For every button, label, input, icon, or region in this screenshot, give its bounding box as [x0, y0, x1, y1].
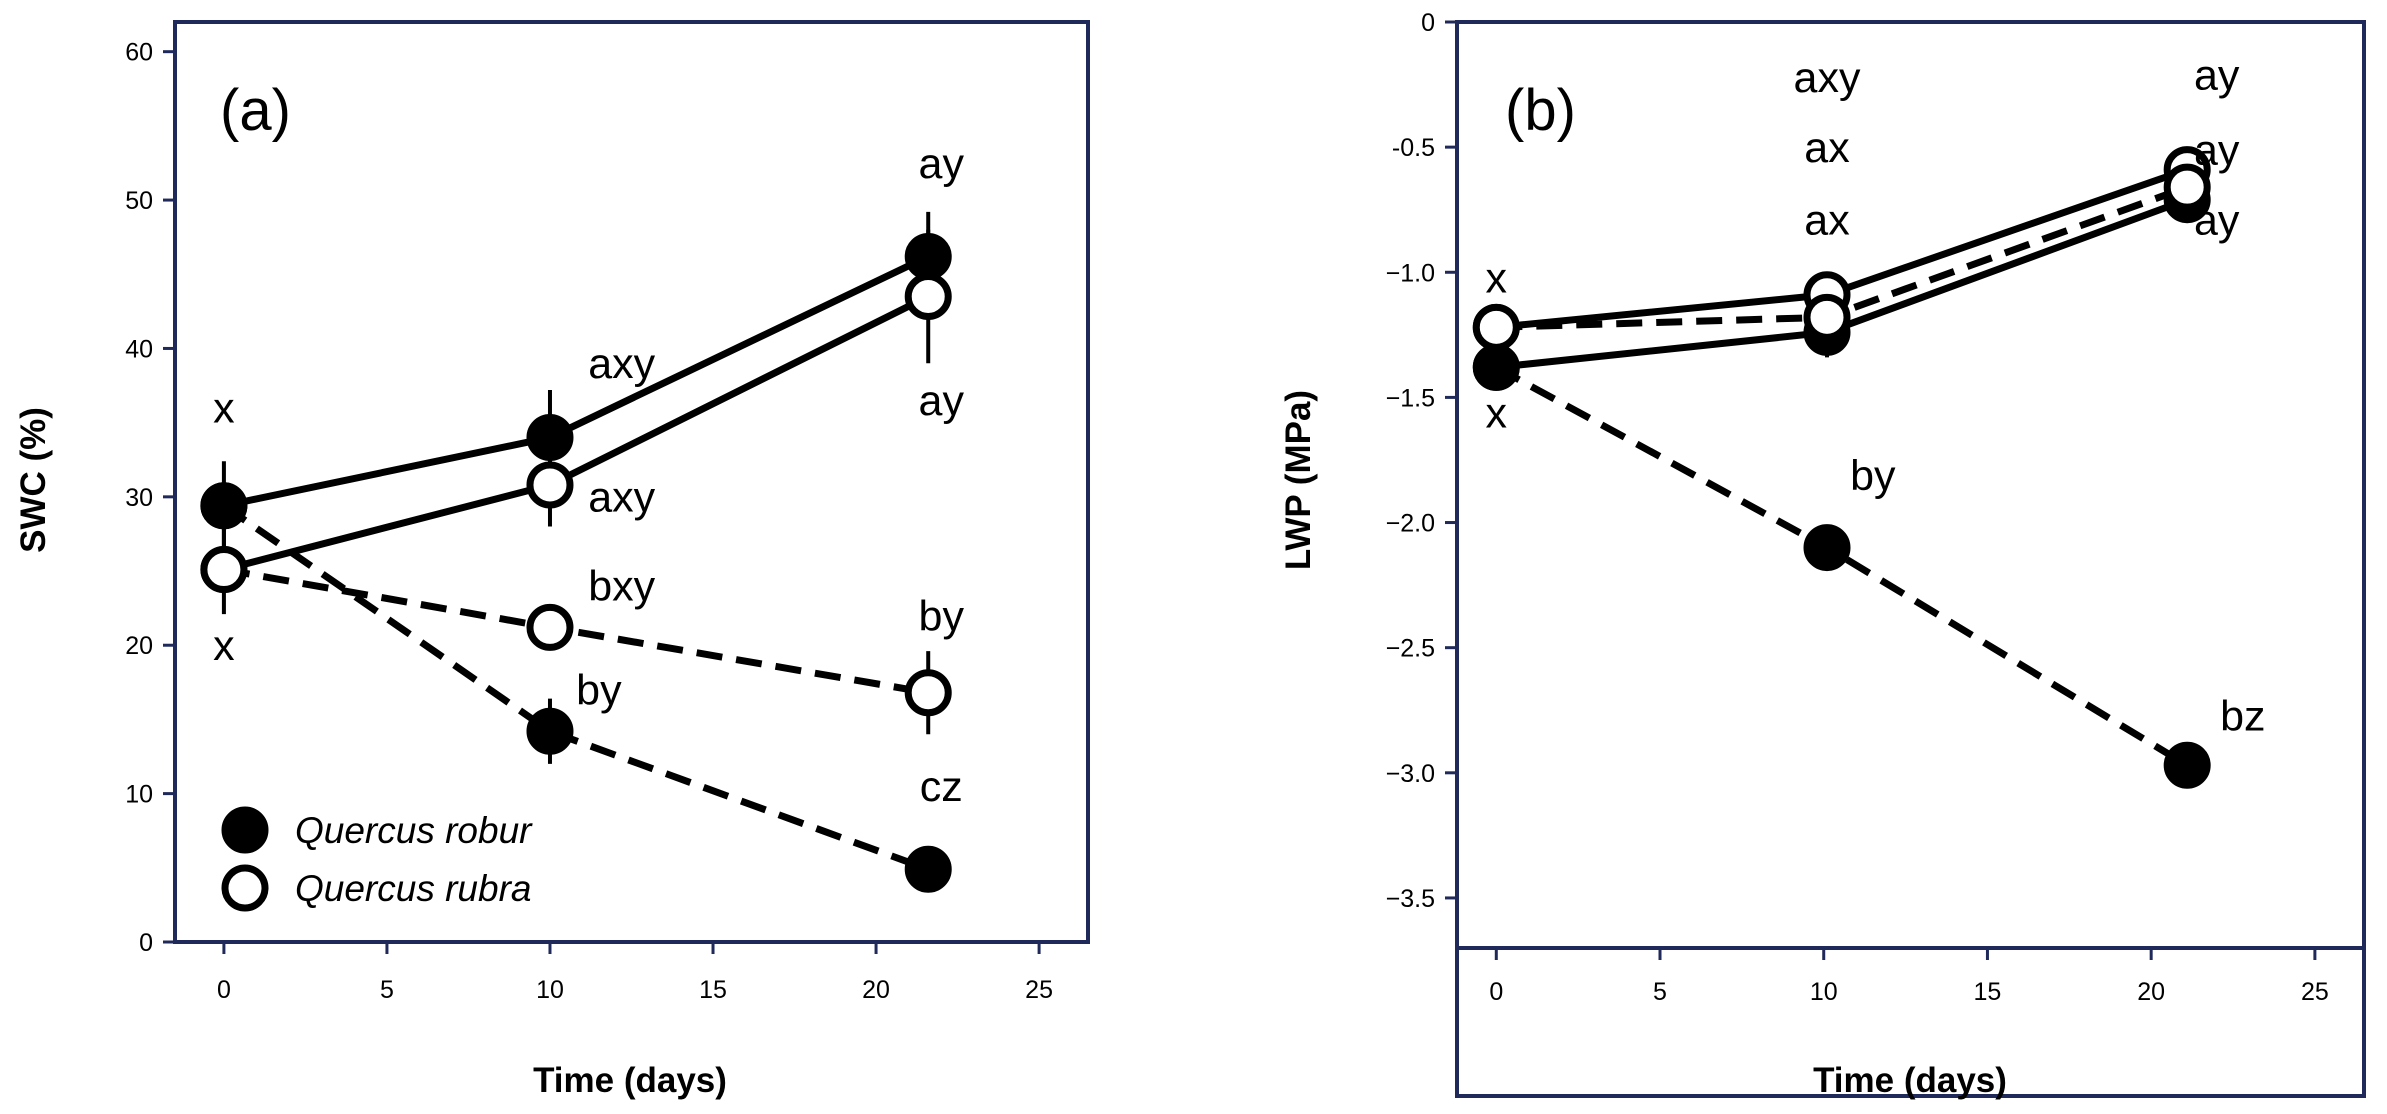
x-tick-label: 15	[1974, 978, 2002, 1006]
series-line-3	[221, 502, 930, 873]
y-tick-label: 40	[125, 335, 153, 363]
series-line-3	[1494, 364, 2189, 769]
data-point	[904, 845, 952, 893]
annotation: bxy	[588, 563, 655, 611]
annotation: axy	[588, 474, 655, 522]
data-point	[526, 461, 574, 509]
y-tick-label: 30	[125, 484, 153, 512]
data-point	[526, 413, 574, 461]
y-tick-label: 0	[1421, 9, 1435, 37]
annotation: cz	[920, 763, 963, 811]
y-axis-title: SWC (%)	[14, 407, 53, 553]
y-tick-label: 20	[125, 632, 153, 660]
annotation: by	[919, 592, 965, 640]
y-tick-label: 60	[125, 39, 153, 67]
data-point	[1472, 303, 1520, 351]
y-tick-label: −3.0	[1386, 760, 1435, 788]
x-tick-label: 15	[699, 976, 727, 1004]
annotation: bz	[2220, 692, 2265, 740]
annotation: ay	[919, 377, 965, 425]
legend: Quercus robur Quercus rubra	[221, 806, 533, 912]
annotation: x	[213, 385, 235, 433]
x-tick-label: 20	[2137, 978, 2165, 1006]
x-axis-title: Time (days)	[1813, 1061, 2007, 1100]
annotation: ax	[1804, 197, 1850, 245]
x-tick-label: 25	[2301, 978, 2329, 1006]
y-tick-label: −2.5	[1386, 635, 1435, 663]
y-axis-title: LWP (MPa)	[1279, 390, 1318, 570]
x-tick-label: 0	[1489, 978, 1503, 1006]
annotation: x	[1486, 389, 1508, 437]
x-tick-label: 5	[380, 976, 394, 1004]
data-point	[200, 546, 248, 594]
data-point	[904, 669, 952, 717]
annotation: ay	[2194, 52, 2240, 100]
plot-frame	[1455, 20, 2366, 1098]
panel-label: (b)	[1505, 78, 1576, 143]
panel-b: 0 5 10 15 20 25 0 -0.5 −1.0 −1.5 −2.0 −2.5 −3.0 −3.5 T…	[1279, 9, 2366, 1100]
annotation: by	[576, 667, 622, 715]
data-point	[200, 482, 248, 530]
legend-marker	[221, 806, 269, 854]
y-tick-label: −3.5	[1386, 885, 1435, 913]
y-tick-label: −1.5	[1386, 384, 1435, 412]
y-tick-label: 0	[139, 929, 153, 957]
y-tick-label: −1.0	[1386, 259, 1435, 287]
data-point	[1803, 293, 1851, 341]
legend-label: Quercus rubra	[295, 868, 532, 909]
annotation: by	[1850, 452, 1896, 500]
x-tick-label: 25	[1025, 976, 1053, 1004]
legend-label: Quercus robur	[295, 810, 533, 851]
y-tick-label: -0.5	[1392, 134, 1435, 162]
x-tick-label: 0	[217, 976, 231, 1004]
annotation: ay	[919, 140, 965, 188]
panel-label: (a)	[220, 78, 291, 143]
x-tick-label: 10	[1810, 978, 1838, 1006]
y-tick-label: 50	[125, 187, 153, 215]
data-point	[1472, 343, 1520, 391]
data-point	[526, 603, 574, 651]
annotation: axy	[1794, 54, 1861, 102]
y-tick-label: 10	[125, 781, 153, 809]
annotation: ay	[2194, 197, 2240, 245]
annotation: x	[213, 622, 235, 670]
annotation: x	[1486, 254, 1508, 302]
legend-marker	[221, 864, 269, 912]
data-point	[2163, 741, 2211, 789]
panel-a: 0 5 10 15 20 25 0 10 20 30 40 50 60 Time (days) SWC (%…	[14, 20, 1090, 1100]
y-tick-label: −2.0	[1386, 510, 1435, 538]
annotation: ax	[1804, 124, 1850, 172]
data-point	[526, 707, 574, 755]
x-tick-label: 5	[1653, 978, 1667, 1006]
x-tick-label: 20	[862, 976, 890, 1004]
data-point	[1803, 524, 1851, 572]
data-point	[904, 232, 952, 280]
x-tick-label: 10	[536, 976, 564, 1004]
annotation: axy	[588, 340, 655, 388]
plot-frame	[173, 20, 1090, 944]
annotation: ay	[2194, 127, 2240, 175]
data-point	[2163, 163, 2211, 211]
x-axis-title: Time (days)	[533, 1061, 727, 1100]
series-line-1	[223, 293, 930, 573]
data-point	[904, 273, 952, 321]
